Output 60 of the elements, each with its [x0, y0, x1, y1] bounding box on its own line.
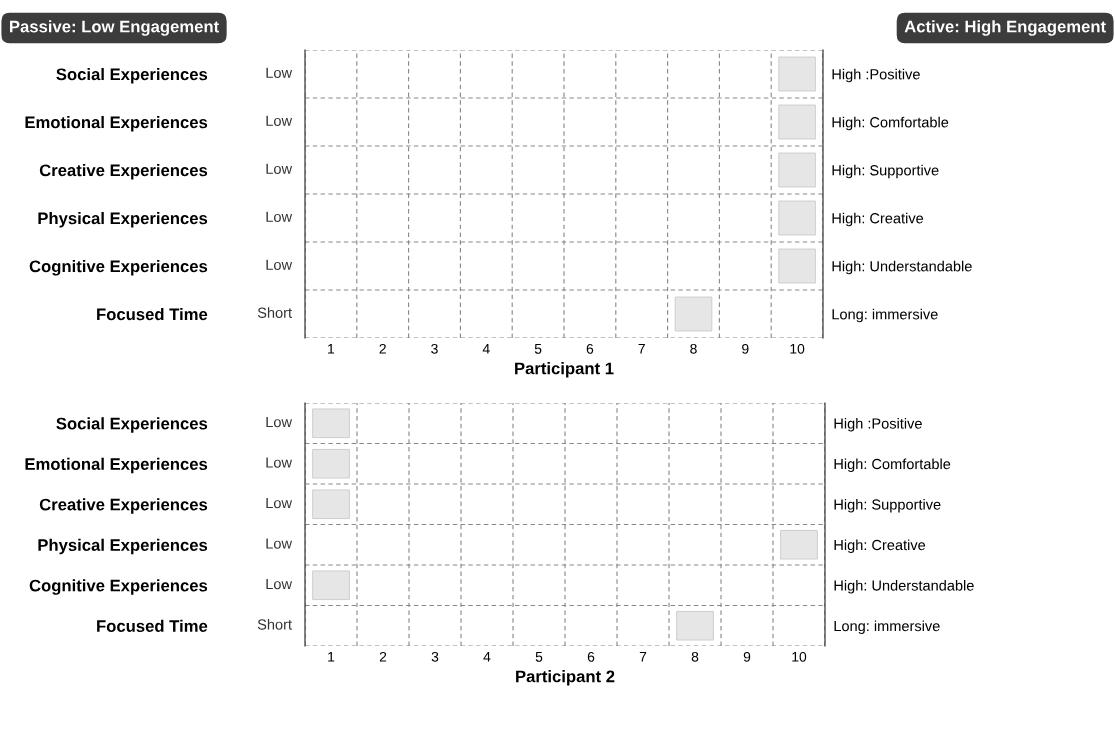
x-tick-label: 7: [639, 652, 647, 662]
y-tick-label: Cognitive Experiences: [29, 259, 208, 276]
x-tick-label: 2: [379, 343, 386, 354]
text: Low: [266, 538, 293, 549]
y2-tick-label: High :Positive: [834, 417, 922, 432]
y-tick-label: Creative Experiences: [39, 163, 208, 180]
x-tick-label: 7: [638, 344, 645, 354]
x-tick-label: 3: [431, 651, 439, 662]
x-tick-label: 4: [483, 652, 491, 662]
y-tick-label: Focused Time: [97, 307, 208, 321]
y-tick-label: Physical Experiences: [38, 538, 208, 555]
x-tick-label: 5: [535, 652, 543, 662]
x-tick-label: 10: [792, 651, 807, 662]
x-tick-label: 10: [790, 343, 805, 354]
text: Short: [257, 307, 292, 318]
x-tick-label: 1: [328, 652, 335, 662]
y2-tick-label: Long: immersive: [832, 308, 938, 323]
y2-tick-label: High: Supportive: [834, 498, 941, 513]
text: Low: [266, 211, 293, 222]
x-tick-label: 1: [328, 344, 335, 354]
text: Low: [266, 578, 293, 590]
y2-tick-label: High: Supportive: [832, 164, 939, 179]
y2-tick-label: High: Understandable: [834, 579, 974, 594]
y2-tick-label: High: Comfortable: [832, 116, 949, 131]
y-tick-label: Emotional Experiences: [25, 115, 208, 132]
y-tick-label: Focused Time: [97, 619, 208, 632]
y-tick-label: Social Experiences: [56, 67, 208, 84]
text: Short: [257, 618, 292, 630]
text: Low: [266, 457, 293, 468]
x-tick-label: 8: [690, 343, 697, 354]
y2-tick-label: High: Creative: [832, 212, 924, 227]
x-tick-label: 5: [534, 344, 542, 354]
text: Low: [266, 163, 293, 174]
x-tick-label: 6: [587, 651, 595, 662]
x-tick-label: 9: [743, 651, 751, 662]
x-axis-title: Participant 2: [516, 670, 615, 686]
x-tick-label: 8: [691, 651, 699, 662]
y-tick-label: Social Experiences: [56, 417, 208, 433]
y2-tick-label: High :Positive: [832, 68, 920, 83]
x-tick-label: 2: [379, 651, 387, 662]
y-tick-label: Emotional Experiences: [25, 457, 208, 474]
y2-tick-label: High: Comfortable: [834, 458, 951, 473]
x-axis-title: Participant 1: [515, 362, 614, 378]
x-tick-label: 3: [431, 343, 438, 354]
y2-tick-label: Long: immersive: [834, 620, 940, 635]
text: Low: [266, 416, 293, 428]
y-tick-label: Creative Experiences: [39, 498, 208, 514]
text: Low: [266, 115, 293, 126]
text: Low: [266, 67, 293, 78]
y2-tick-label: High: Understandable: [832, 260, 972, 275]
text: Active: High Engagement: [904, 20, 1106, 36]
text: Low: [266, 259, 293, 270]
x-tick-label: 9: [742, 343, 749, 354]
y-tick-label: Physical Experiences: [38, 211, 208, 228]
text: Low: [266, 497, 293, 509]
x-tick-label: 6: [586, 343, 594, 354]
y-tick-label: Cognitive Experiences: [29, 579, 208, 595]
text: Passive: Low Engagement: [10, 20, 219, 36]
x-tick-label: 4: [482, 344, 490, 354]
y2-tick-label: High: Creative: [834, 539, 926, 554]
